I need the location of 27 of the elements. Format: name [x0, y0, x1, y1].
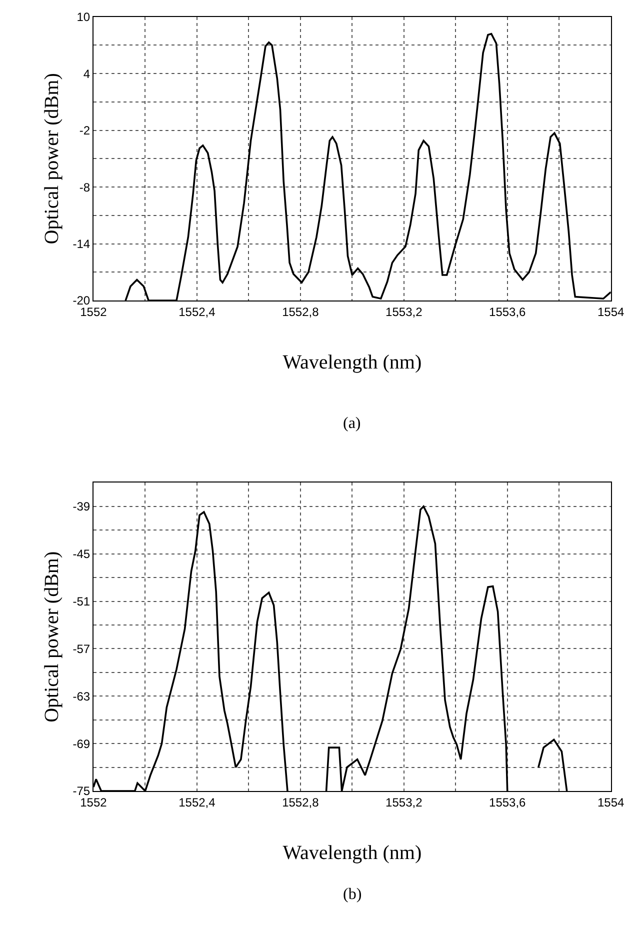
- x-axis-title: Wavelength (nm): [282, 842, 422, 864]
- x-tick-label: 1552,4: [178, 795, 216, 810]
- text: (a): [343, 415, 361, 432]
- x-tick-label: 1553,6: [489, 795, 526, 810]
- y-tick-label: -57: [72, 642, 90, 656]
- y-axis-title: Optical power (dBm): [41, 73, 64, 244]
- x-tick-label: 1552,8: [282, 795, 320, 810]
- x-tick-label: 1553,6: [489, 304, 526, 319]
- text: (b): [343, 886, 362, 903]
- x-tick-label: 1552,4: [178, 304, 216, 319]
- y-tick-label: -8: [79, 180, 90, 194]
- x-tick-label: 1554: [597, 795, 625, 810]
- y-tick-label: -14: [72, 236, 90, 251]
- y-axis-title: Optical power (dBm): [41, 551, 64, 722]
- y-tick-label: 10: [76, 10, 90, 24]
- y-tick-label: -63: [72, 689, 90, 704]
- y-tick-label: 4: [83, 66, 90, 81]
- y-tick-label: -45: [72, 547, 90, 562]
- x-tick-label: 1553,2: [386, 795, 423, 810]
- y-tick-label: -2: [79, 124, 90, 138]
- y-tick-label: -39: [72, 500, 90, 514]
- x-tick-label: 1553,2: [386, 304, 423, 319]
- x-tick-label: 1552,8: [282, 304, 320, 319]
- x-axis-title: Wavelength (nm): [282, 351, 422, 374]
- x-tick-label: 1554: [597, 304, 625, 319]
- y-tick-label: -51: [72, 594, 90, 609]
- y-tick-label: -69: [72, 736, 90, 751]
